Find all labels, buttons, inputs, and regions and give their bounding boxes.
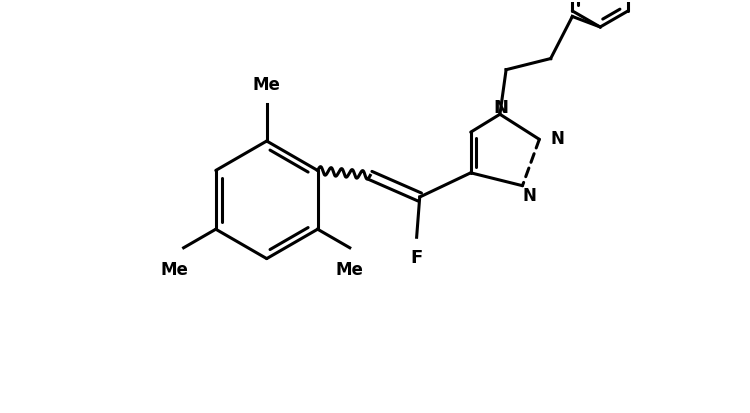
Text: N: N <box>523 187 537 204</box>
Text: N: N <box>494 99 508 116</box>
Text: Me: Me <box>336 261 364 278</box>
Text: Me: Me <box>160 261 188 278</box>
Text: N: N <box>550 130 564 148</box>
Text: F: F <box>410 249 423 267</box>
Text: Me: Me <box>253 76 280 93</box>
